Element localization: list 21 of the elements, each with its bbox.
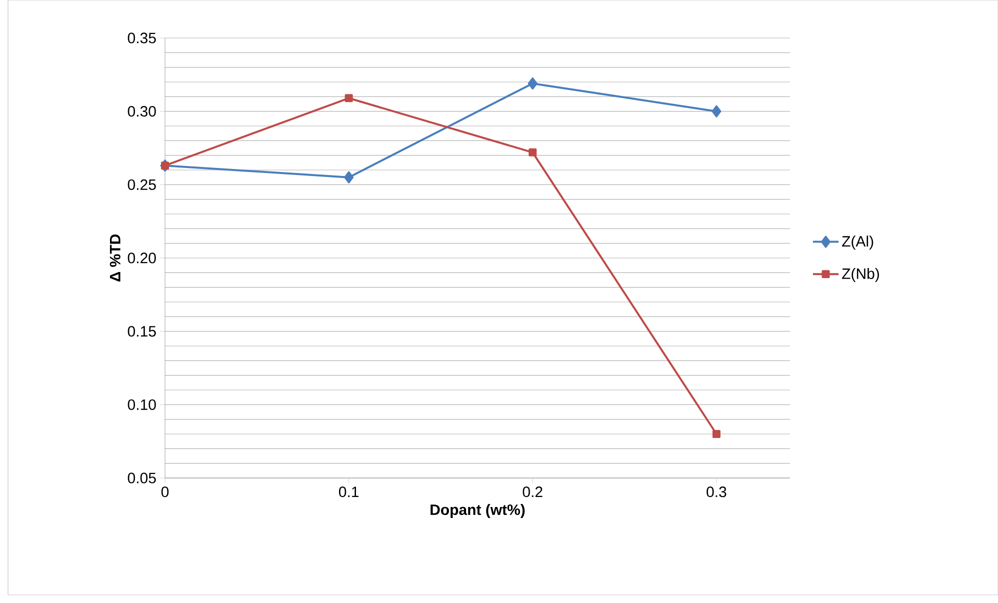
- point: [528, 148, 537, 156]
- y-tick-label: 0.25: [128, 179, 156, 190]
- legend-label: Z(Al): [842, 236, 874, 250]
- x-tick-label: 0.3: [706, 486, 726, 498]
- point: [344, 94, 353, 102]
- x-tick-label: 0: [161, 486, 169, 498]
- legend-label: Z(Nb): [842, 268, 879, 282]
- point: [712, 430, 720, 438]
- point: [528, 77, 538, 90]
- point: [712, 105, 722, 118]
- y-tick-label: 0.05: [128, 472, 156, 484]
- x-tick-label: 0.2: [522, 486, 542, 498]
- y-tick-label: 0.20: [128, 252, 156, 264]
- x-tick-label: 0.1: [338, 486, 359, 498]
- y-tick-label: 0.15: [128, 326, 156, 337]
- point: [344, 171, 354, 184]
- y-tick-label: 0.35: [128, 32, 156, 44]
- y-axis-title: Δ %TD: [110, 234, 120, 282]
- y-tick-label: 0.10: [128, 399, 156, 410]
- x-axis-title: Dopant (wt%): [430, 504, 525, 518]
- y-tick-label: 0.30: [128, 106, 156, 117]
